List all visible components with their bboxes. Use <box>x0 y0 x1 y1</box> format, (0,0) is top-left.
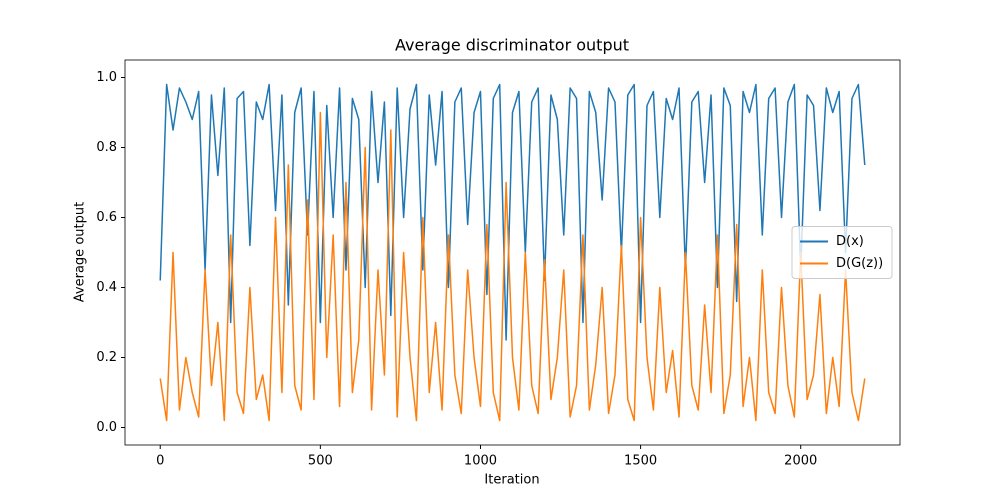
y-tick-label: 1.0 <box>96 70 117 85</box>
chart-title: Average discriminator output <box>395 36 629 55</box>
x-tick-label: 2000 <box>784 454 817 469</box>
x-tick-label: 500 <box>308 454 333 469</box>
plot-frame <box>124 59 901 446</box>
y-tick-label: 0.6 <box>96 210 117 225</box>
legend-label: D(x) <box>836 234 864 249</box>
y-axis-label: Average output <box>73 202 88 302</box>
y-tick-label: 0.8 <box>96 140 117 155</box>
series-line <box>159 83 866 341</box>
legend-box <box>791 226 893 279</box>
x-tick-label: 0 <box>156 454 164 469</box>
x-tick-label: 1500 <box>624 454 657 469</box>
x-axis-label: Iteration <box>484 473 539 488</box>
series-line <box>159 111 866 422</box>
y-tick-label: 0.2 <box>96 350 117 365</box>
y-tick-label: 0.0 <box>96 420 117 435</box>
x-tick-label: 1000 <box>464 454 497 469</box>
legend-label: D(G(z)) <box>836 256 883 271</box>
y-tick-label: 0.4 <box>96 280 117 295</box>
